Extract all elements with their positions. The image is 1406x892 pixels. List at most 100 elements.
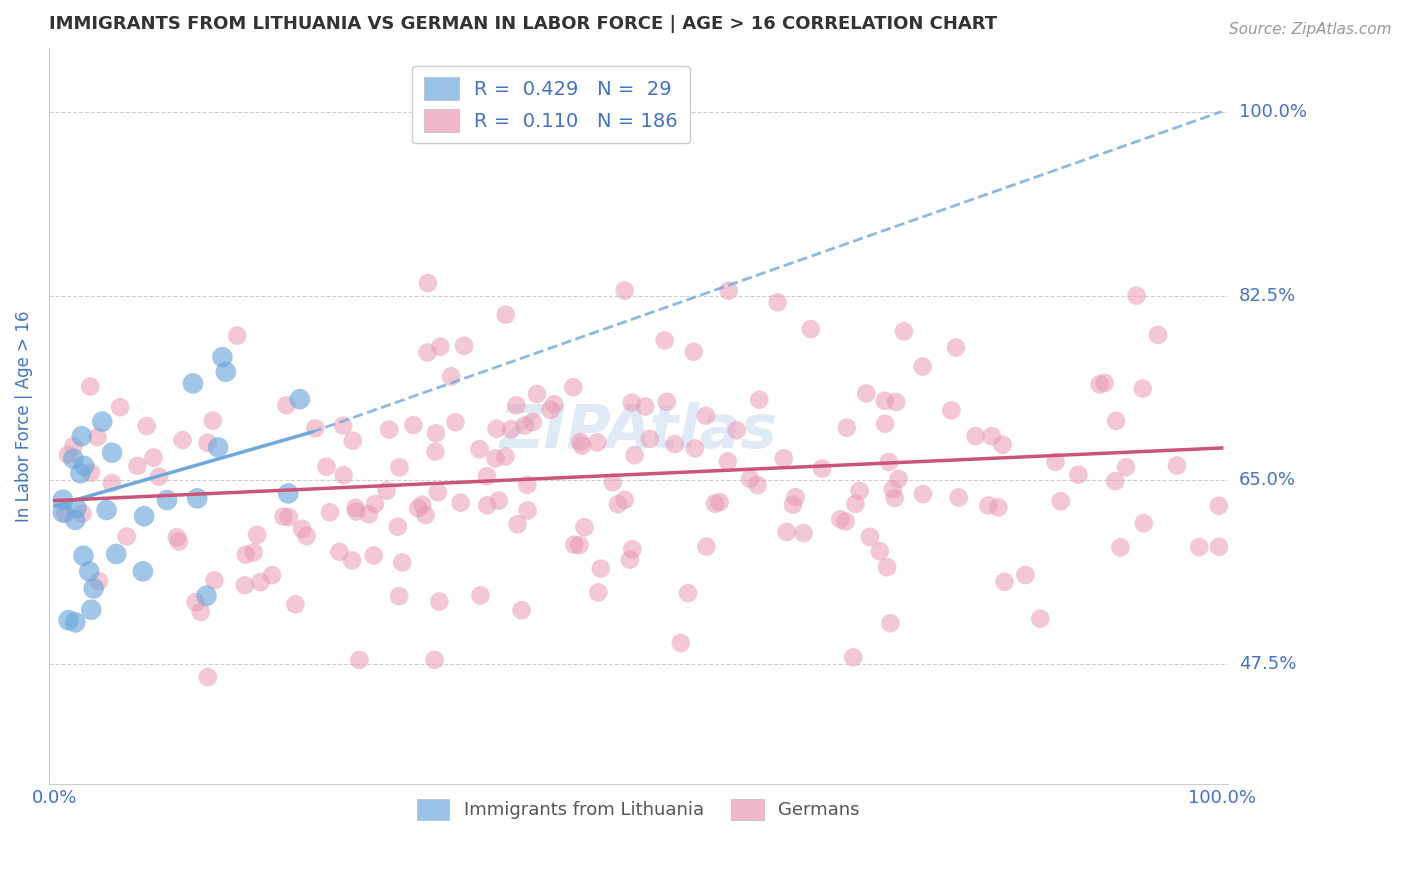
Point xyxy=(340,553,363,567)
Point xyxy=(869,544,891,558)
Point xyxy=(1045,455,1067,469)
Point xyxy=(1109,541,1132,555)
Point xyxy=(634,400,657,414)
Legend: Immigrants from Lithuania, Germans: Immigrants from Lithuania, Germans xyxy=(409,791,866,827)
Point xyxy=(115,529,138,543)
Point xyxy=(65,500,87,515)
Point xyxy=(993,574,1015,589)
Point xyxy=(166,530,188,544)
Point xyxy=(202,574,225,588)
Point xyxy=(876,560,898,574)
Point xyxy=(135,419,157,434)
Point xyxy=(142,450,165,465)
Point xyxy=(602,475,624,490)
Point xyxy=(332,468,354,483)
Point xyxy=(226,328,249,343)
Point xyxy=(875,417,897,431)
Point xyxy=(156,493,179,508)
Point xyxy=(148,470,170,484)
Point xyxy=(859,530,882,544)
Point xyxy=(387,520,409,534)
Point xyxy=(613,284,636,298)
Point xyxy=(62,439,84,453)
Point xyxy=(571,439,593,453)
Point xyxy=(108,400,131,414)
Point xyxy=(134,509,156,524)
Point xyxy=(276,398,298,412)
Point xyxy=(830,512,852,526)
Point xyxy=(1115,460,1137,475)
Point xyxy=(569,434,592,449)
Point xyxy=(425,426,447,441)
Point xyxy=(211,350,233,364)
Point xyxy=(101,475,124,490)
Point xyxy=(475,469,498,483)
Point xyxy=(52,505,75,519)
Point xyxy=(1125,288,1147,302)
Point xyxy=(72,549,94,563)
Point xyxy=(197,670,219,684)
Text: ZIPAtlas: ZIPAtlas xyxy=(499,401,778,460)
Point xyxy=(543,397,565,411)
Point xyxy=(965,429,987,443)
Text: 65.0%: 65.0% xyxy=(1239,470,1296,489)
Point xyxy=(1094,376,1116,390)
Point xyxy=(375,483,398,498)
Point xyxy=(56,448,79,462)
Point xyxy=(450,496,472,510)
Text: 100.0%: 100.0% xyxy=(1239,103,1306,120)
Point xyxy=(911,487,934,501)
Point xyxy=(242,545,264,559)
Point xyxy=(505,398,527,412)
Point xyxy=(291,522,314,536)
Point xyxy=(408,501,430,516)
Point xyxy=(775,524,797,539)
Point xyxy=(516,503,538,517)
Text: IMMIGRANTS FROM LITHUANIA VS GERMAN IN LABOR FORCE | AGE > 16 CORRELATION CHART: IMMIGRANTS FROM LITHUANIA VS GERMAN IN L… xyxy=(49,15,997,33)
Point xyxy=(444,415,467,429)
Point xyxy=(842,650,865,665)
Point xyxy=(65,615,87,630)
Point xyxy=(834,515,856,529)
Point xyxy=(709,495,731,509)
Point xyxy=(623,448,645,462)
Point xyxy=(328,545,350,559)
Point xyxy=(186,491,208,506)
Point xyxy=(887,472,910,486)
Point xyxy=(835,420,858,434)
Point xyxy=(848,483,870,498)
Point xyxy=(62,451,84,466)
Point xyxy=(215,365,238,379)
Point xyxy=(391,555,413,569)
Point xyxy=(782,498,804,512)
Point xyxy=(127,458,149,473)
Point xyxy=(703,497,725,511)
Point xyxy=(717,454,740,468)
Point xyxy=(495,308,517,322)
Point xyxy=(717,284,740,298)
Point xyxy=(1049,494,1071,508)
Point xyxy=(388,589,411,603)
Point xyxy=(513,418,536,433)
Point xyxy=(568,538,591,552)
Point xyxy=(262,568,284,582)
Point xyxy=(1166,458,1188,473)
Point xyxy=(526,387,548,401)
Point xyxy=(101,445,124,459)
Point xyxy=(488,493,510,508)
Point xyxy=(1133,516,1156,530)
Point xyxy=(91,415,114,429)
Point xyxy=(844,497,866,511)
Point xyxy=(725,423,748,437)
Point xyxy=(738,472,761,486)
Point xyxy=(440,369,463,384)
Point xyxy=(284,597,307,611)
Point xyxy=(695,540,717,554)
Point xyxy=(319,505,342,519)
Point xyxy=(364,497,387,511)
Point xyxy=(332,418,354,433)
Point xyxy=(855,386,877,401)
Point xyxy=(273,509,295,524)
Point xyxy=(991,438,1014,452)
Point xyxy=(877,455,900,469)
